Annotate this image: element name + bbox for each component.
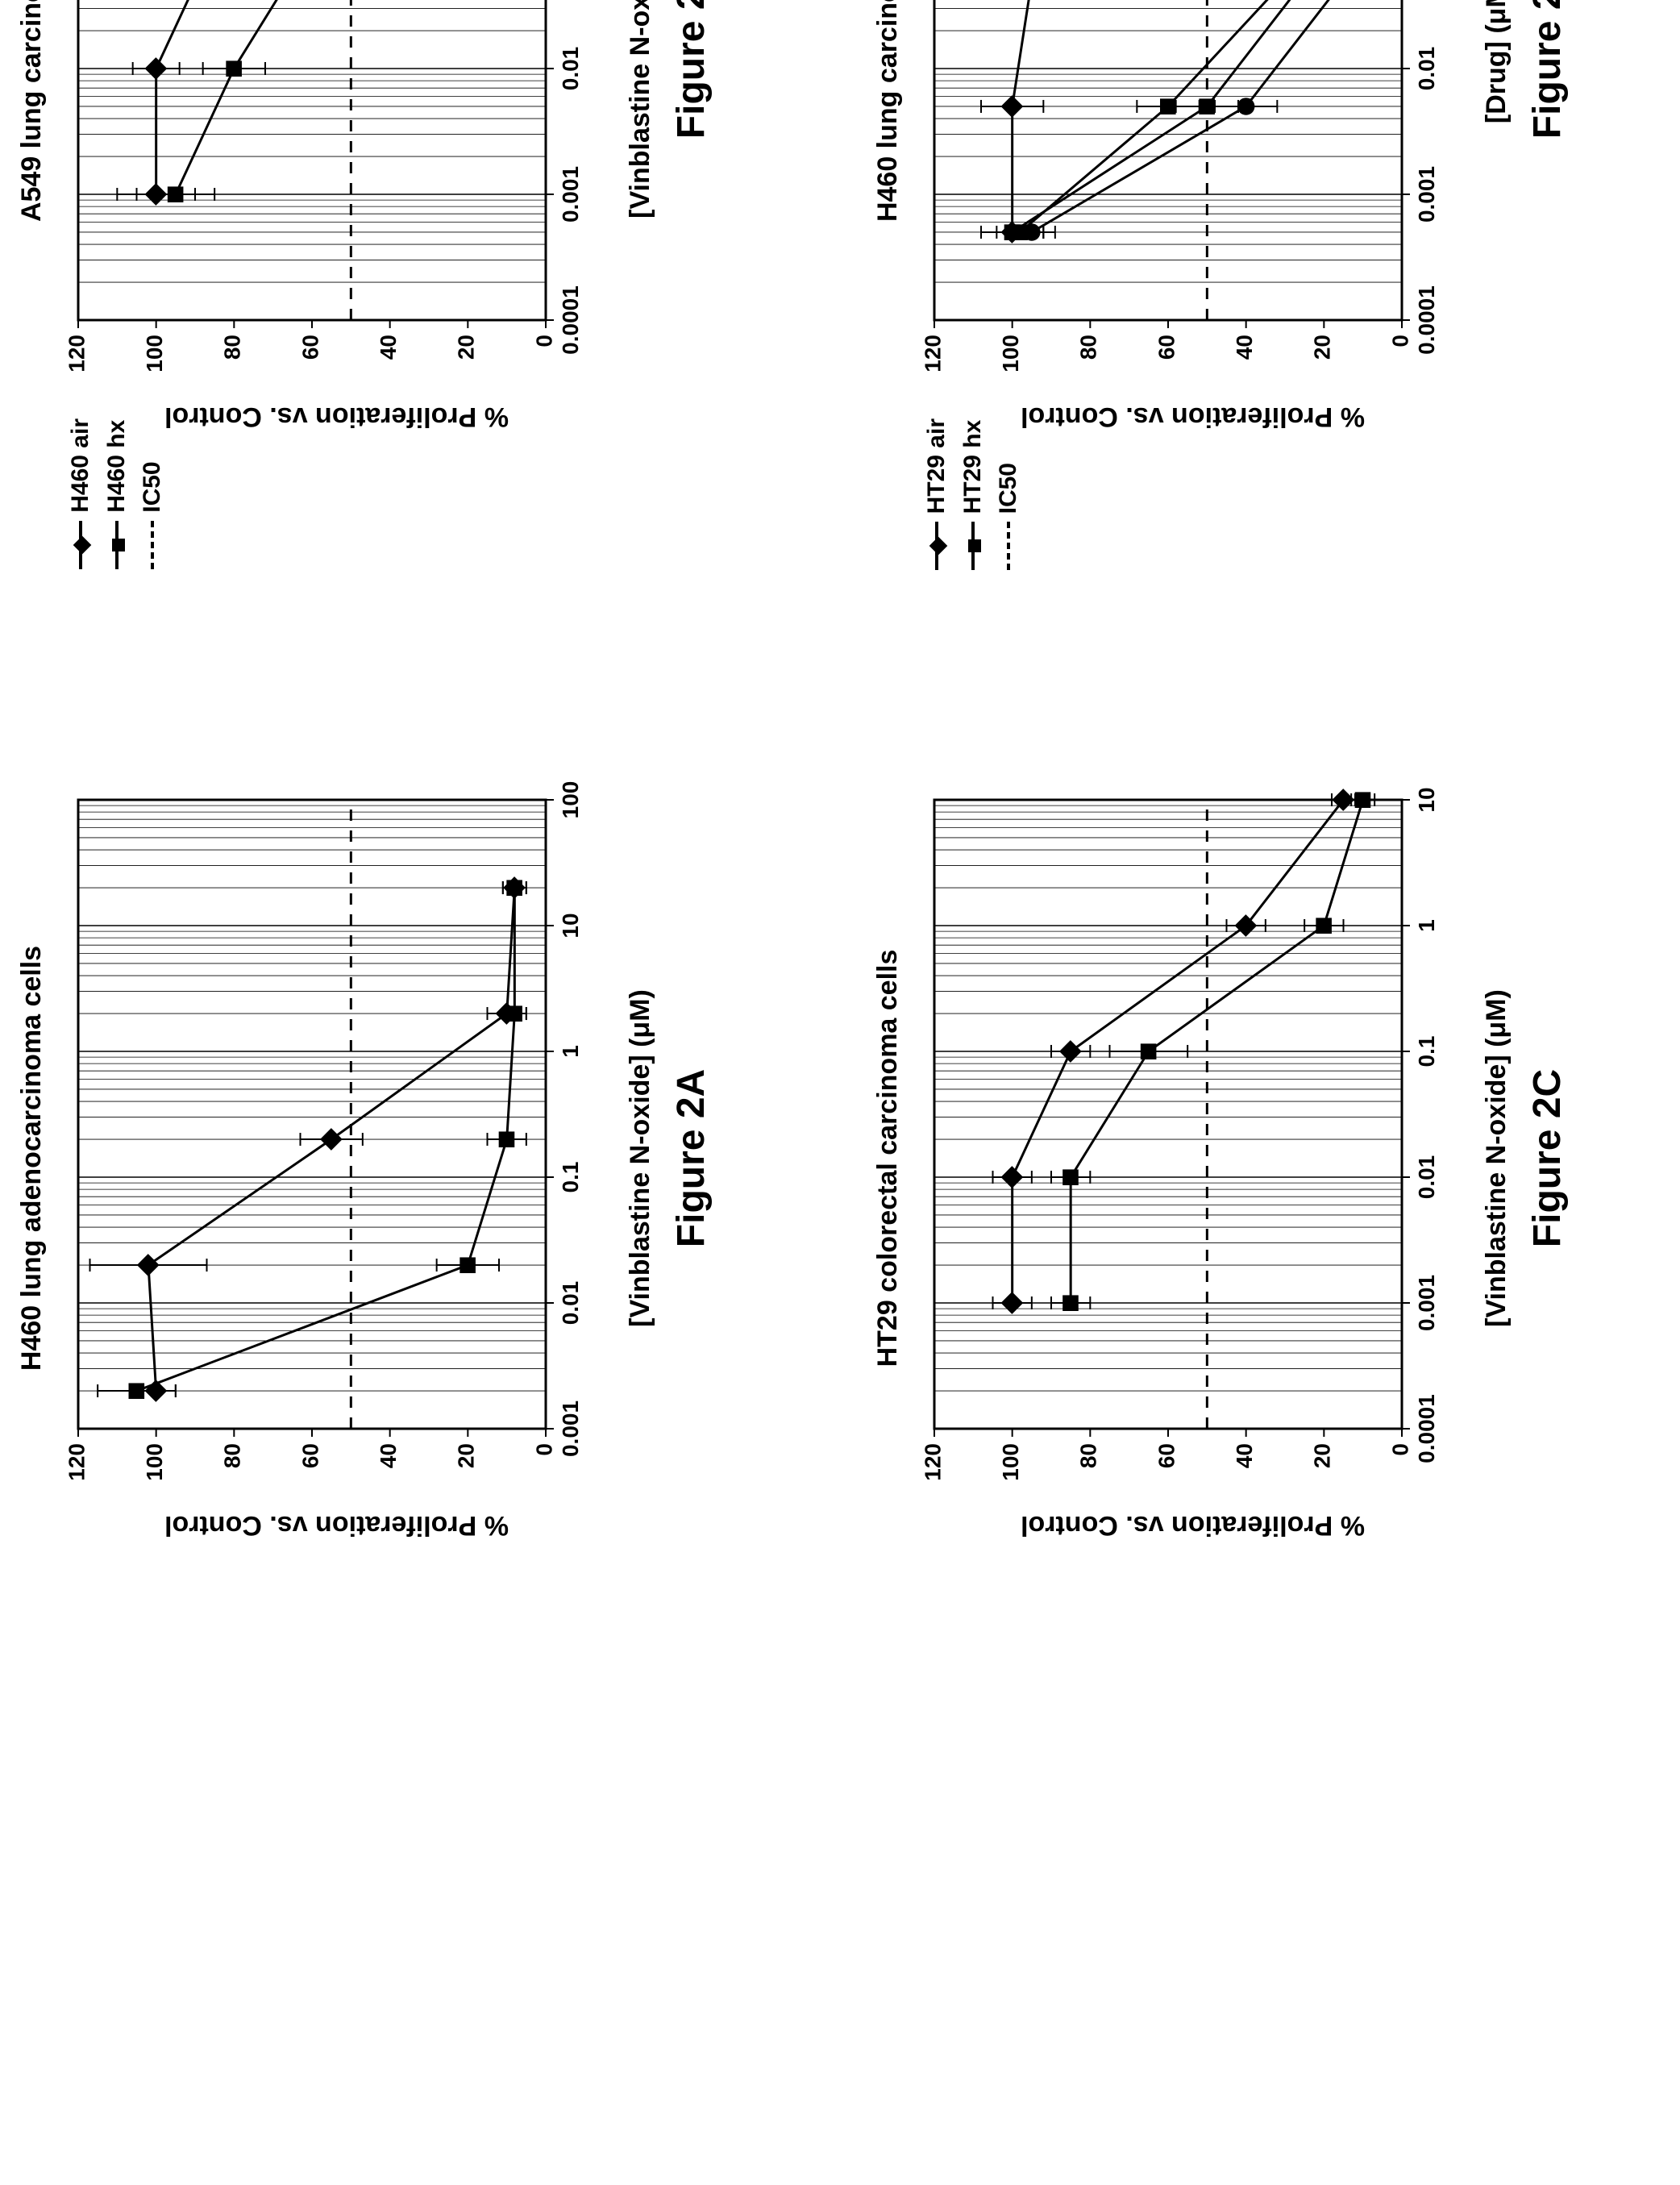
svg-text:0.0001: 0.0001	[1414, 285, 1439, 355]
svg-text:60: 60	[1154, 1443, 1179, 1468]
panel-c-ylabel: % Proliferation vs. Control	[1021, 1509, 1365, 1541]
svg-text:0.1: 0.1	[558, 1162, 583, 1193]
svg-text:10: 10	[558, 913, 583, 938]
svg-text:1: 1	[1414, 919, 1439, 932]
svg-text:40: 40	[376, 335, 401, 360]
panel-d: H460 lung carcinoma cells % Proliferatio…	[872, 0, 1680, 588]
svg-text:120: 120	[920, 1443, 945, 1481]
figure-grid: H460 lung adenocarcinoma cells % Prolife…	[16, 0, 1680, 1696]
panel-c-chart: 0 20 40 60 80 100 120 0.0001 0.001 0.01 0.1 1 10	[910, 776, 1474, 1501]
svg-text:1: 1	[558, 1045, 583, 1058]
svg-text:0.01: 0.01	[558, 1281, 583, 1326]
panel-b-xlabel: [Vinblastine N-oxide] (μM)	[625, 0, 656, 218]
panel-c-caption: Figure 2C	[1525, 1069, 1570, 1247]
svg-text:40: 40	[376, 1443, 401, 1468]
svg-text:80: 80	[220, 335, 245, 360]
svg-text:0.01: 0.01	[558, 47, 583, 91]
panel-c-title: HT29 colorectal carcinoma cells	[872, 950, 904, 1367]
svg-text:0.001: 0.001	[1414, 1275, 1439, 1331]
svg-text:40: 40	[1232, 335, 1257, 360]
svg-text:120: 120	[64, 1443, 89, 1481]
svg-text:0: 0	[1387, 335, 1412, 348]
panel-b: A549 lung carcinoma cells % Proliferatio…	[16, 0, 840, 588]
svg-text:100: 100	[142, 335, 167, 372]
svg-text:20: 20	[454, 335, 479, 360]
svg-text:100: 100	[998, 1443, 1023, 1481]
svg-text:10: 10	[1414, 787, 1439, 812]
svg-text:0.1: 0.1	[1414, 1036, 1439, 1068]
svg-text:0.001: 0.001	[558, 166, 583, 223]
panel-b-chart: 0204060801001200.00010.0010.010.1110	[54, 0, 618, 393]
panel-d-caption: Figure 2D	[1525, 0, 1570, 139]
panel-d-ylabel: % Proliferation vs. Control	[1021, 401, 1365, 432]
svg-text:100: 100	[142, 1443, 167, 1481]
svg-text:0.001: 0.001	[1414, 166, 1439, 223]
svg-text:0.01: 0.01	[1414, 47, 1439, 91]
svg-text:0: 0	[1387, 1443, 1412, 1456]
svg-text:40: 40	[1232, 1443, 1257, 1468]
svg-text:20: 20	[454, 1443, 479, 1468]
svg-text:60: 60	[1154, 335, 1179, 360]
svg-text:0.0001: 0.0001	[558, 285, 583, 355]
svg-text:80: 80	[220, 1443, 245, 1468]
panel-a-title: H460 lung adenocarcinoma cells	[16, 946, 48, 1371]
svg-text:0.0001: 0.0001	[1414, 1394, 1439, 1463]
svg-text:120: 120	[64, 335, 89, 372]
panel-c-xlabel: [Vinblastine N-oxide] (μM)	[1481, 989, 1512, 1327]
svg-text:80: 80	[1076, 1443, 1101, 1468]
svg-text:20: 20	[1310, 335, 1335, 360]
panel-b-title: A549 lung carcinoma cells	[16, 0, 48, 222]
panel-c: HT29 colorectal carcinoma cells % Prolif…	[872, 620, 1680, 1696]
panel-a-caption: Figure 2A	[669, 1069, 713, 1247]
svg-text:0: 0	[531, 335, 556, 348]
panel-a: H460 lung adenocarcinoma cells % Prolife…	[16, 620, 840, 1696]
svg-text:120: 120	[920, 335, 945, 372]
rotated-figure-page: H460 lung adenocarcinoma cells % Prolife…	[16, 0, 1680, 1696]
svg-text:80: 80	[1076, 335, 1101, 360]
panel-a-ylabel: % Proliferation vs. Control	[164, 1509, 509, 1541]
panel-a-chart: 0 20 40 60 80 100 120 0.001 0.01 0.1 1 10 100	[54, 776, 618, 1501]
svg-text:0.01: 0.01	[1414, 1155, 1439, 1200]
svg-text:60: 60	[297, 335, 322, 360]
panel-d-title: H460 lung carcinoma cells	[872, 0, 904, 222]
svg-text:20: 20	[1310, 1443, 1335, 1468]
panel-d-chart: 0204060801001200.00010.0010.010.1110	[910, 0, 1474, 393]
panel-a-xlabel: [Vinblastine N-oxide] (μM)	[625, 989, 656, 1327]
svg-text:100: 100	[558, 781, 583, 819]
panel-b-caption: Figure 2B	[669, 0, 713, 139]
svg-text:0.001: 0.001	[558, 1400, 583, 1457]
panel-d-xlabel: [Drug] (μM)	[1481, 0, 1512, 123]
svg-text:100: 100	[998, 335, 1023, 372]
svg-text:60: 60	[297, 1443, 322, 1468]
panel-b-ylabel: % Proliferation vs. Control	[164, 401, 509, 432]
svg-text:0: 0	[531, 1443, 556, 1456]
